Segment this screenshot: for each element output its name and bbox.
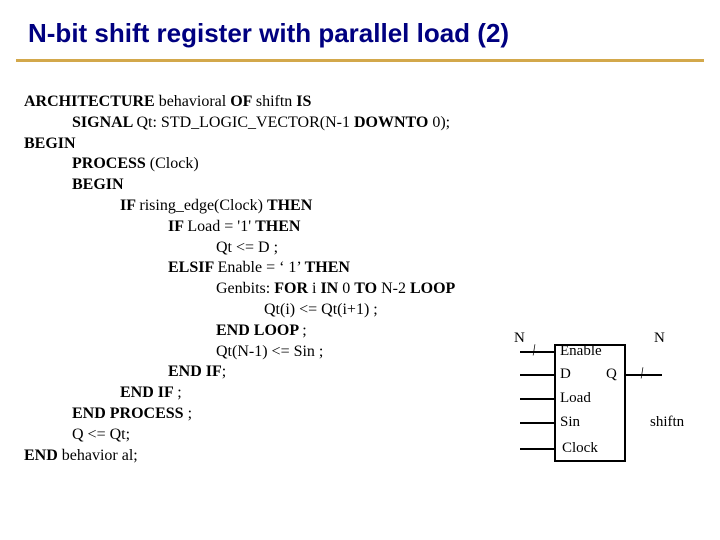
code-text: shiftn <box>256 93 296 110</box>
title-rule <box>16 59 704 62</box>
code-text: ; <box>222 363 226 380</box>
code-text: Enable = ‘ 1’ <box>218 259 305 276</box>
kw-end: END <box>24 447 62 464</box>
kw-in: IN <box>320 280 342 297</box>
label-shiftn: shiftn <box>650 414 684 431</box>
label-sin: Sin <box>560 414 580 431</box>
code-text: Qt: STD_LOGIC_VECTOR(N-1 <box>136 114 353 131</box>
label-q: Q <box>606 366 617 383</box>
kw-begin: BEGIN <box>24 135 76 152</box>
kw-architecture: ARCHITECTURE <box>24 93 159 110</box>
label-enable: Enable <box>560 343 602 360</box>
kw-for: FOR <box>274 280 312 297</box>
kw-elsif: ELSIF <box>168 259 218 276</box>
label-n-right: N <box>654 330 665 347</box>
code-text: Qt(i) <= Qt(i+1) ; <box>264 301 378 318</box>
code-text: N-2 <box>381 280 410 297</box>
code-text: Q <= Qt; <box>72 426 130 443</box>
code-text: Genbits: <box>216 280 274 297</box>
wire-clock <box>520 448 554 450</box>
code-text: rising_edge(Clock) <box>139 197 267 214</box>
code-text: behavioral <box>159 93 231 110</box>
label-n-left: N <box>514 330 525 347</box>
kw-end-if: END IF <box>168 363 222 380</box>
kw-end-loop: END LOOP <box>216 322 302 339</box>
code-text: (Clock) <box>150 155 199 172</box>
kw-loop: LOOP <box>410 280 455 297</box>
wire-d <box>520 374 554 376</box>
wire-load <box>520 398 554 400</box>
wire-enable <box>520 351 554 353</box>
code-text: ; <box>188 405 192 422</box>
kw-then: THEN <box>255 218 300 235</box>
kw-to: TO <box>354 280 381 297</box>
code-text: Qt <= D ; <box>216 239 278 256</box>
kw-end-if: END IF <box>120 384 177 401</box>
code-text: ; <box>177 384 181 401</box>
kw-then: THEN <box>267 197 312 214</box>
kw-process: PROCESS <box>72 155 150 172</box>
code-text: behavior al; <box>62 447 138 464</box>
code-text: Load = '1' <box>187 218 255 235</box>
code-text: 0); <box>432 114 450 131</box>
code-text: Qt(N-1) <= Sin ; <box>216 343 323 360</box>
label-d: D <box>560 366 571 383</box>
kw-then: THEN <box>305 259 350 276</box>
kw-begin: BEGIN <box>72 176 124 193</box>
kw-signal: SIGNAL <box>72 114 136 131</box>
slide-title: N-bit shift register with parallel load … <box>0 0 720 49</box>
code-text: ; <box>302 322 306 339</box>
kw-if: IF <box>120 197 139 214</box>
label-load: Load <box>560 390 591 407</box>
kw-downto: DOWNTO <box>354 114 432 131</box>
wire-sin <box>520 422 554 424</box>
kw-of: OF <box>230 93 256 110</box>
code-text: 0 <box>342 280 354 297</box>
block-diagram: / N Enable D / Q N Load Sin Clock shiftn <box>520 344 690 474</box>
label-clock: Clock <box>562 440 598 457</box>
kw-is: IS <box>296 93 311 110</box>
kw-end-process: END PROCESS <box>72 405 188 422</box>
kw-if: IF <box>168 218 187 235</box>
vhdl-code: ARCHITECTURE behavioral OF shiftn IS SIG… <box>24 92 455 466</box>
